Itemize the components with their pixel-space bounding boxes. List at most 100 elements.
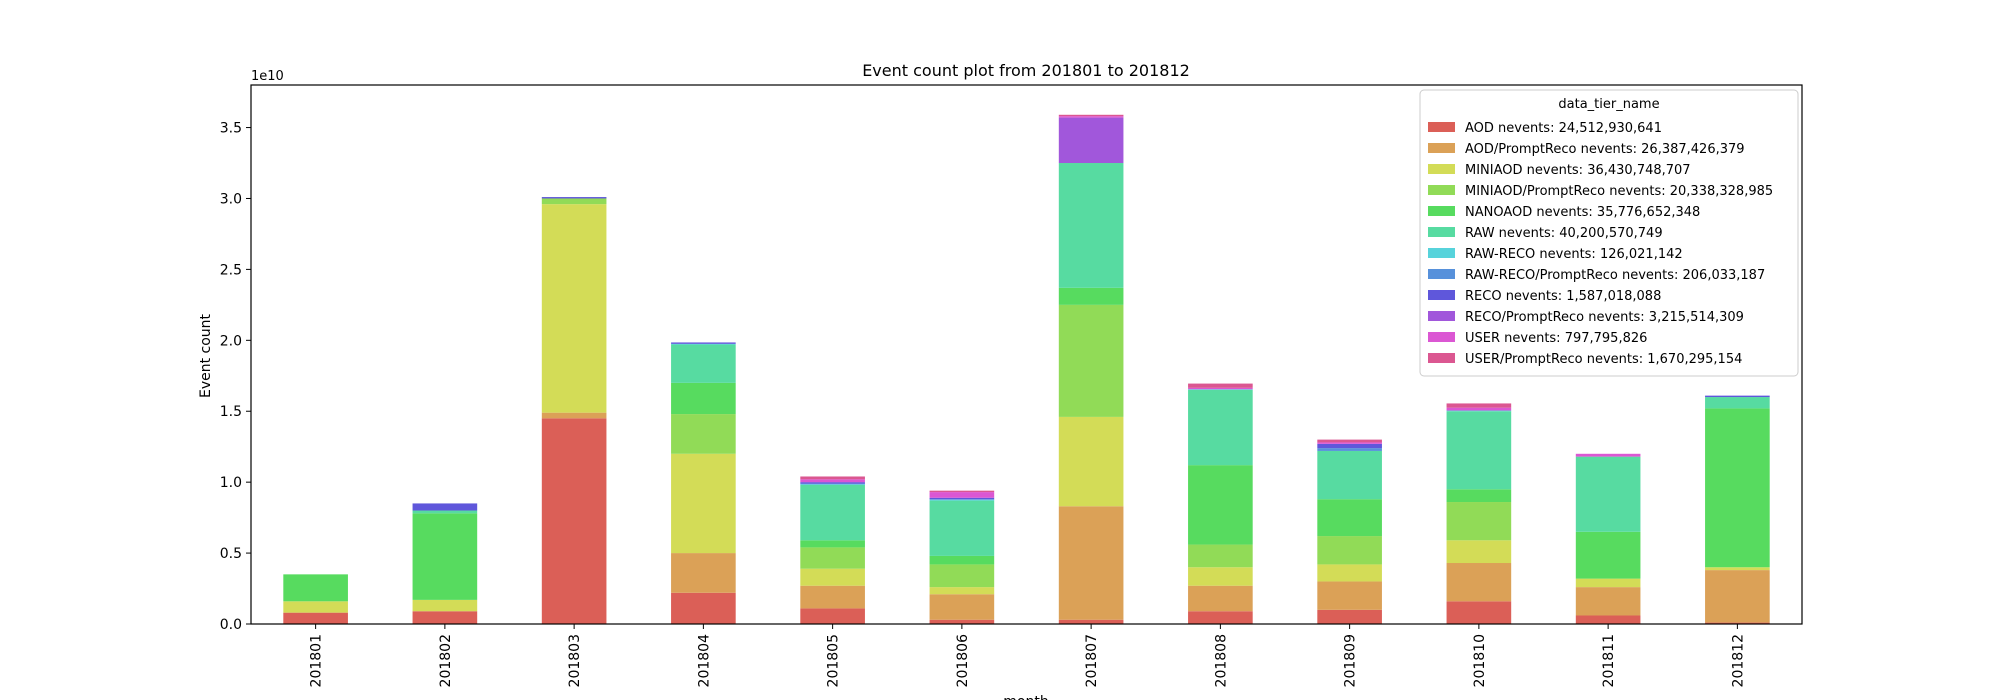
legend-swatch [1428, 227, 1455, 237]
bar-segment-201805-reco [800, 482, 865, 484]
bar-segment-201807-user-promptreco [1058, 114, 1124, 117]
y-axis-scale-label: 1e10 [251, 69, 284, 84]
legend-label: USER/PromptReco nevents: 1,670,295,154 [1465, 352, 1742, 367]
legend-swatch [1428, 290, 1455, 300]
bar-segment-201810-raw [1446, 411, 1512, 490]
bar-segment-201806-miniaod [929, 587, 995, 595]
bar-segment-201812-miniaod [1705, 567, 1770, 571]
bar-segment-201810-aod [1446, 601, 1512, 624]
x-tick-label: 201803 [567, 634, 583, 687]
x-tick-label: 201802 [438, 634, 454, 687]
bar-segment-201804-nanoaod [671, 382, 736, 415]
bar-segment-201807-aod [1058, 619, 1124, 624]
legend-box [1419, 89, 1799, 377]
bar-segment-201808-nanoaod [1188, 465, 1253, 545]
bar-segment-201810-raw-reco [1446, 410, 1512, 412]
bar-segment-201805-nanoaod [800, 540, 865, 548]
bar-segment-201812-reco [1705, 395, 1770, 398]
legend-label: NANOAOD nevents: 35,776,652,348 [1465, 205, 1700, 220]
bar-segment-201811-nanoaod [1575, 531, 1641, 579]
y-tick-label: 3.0 [220, 191, 242, 207]
bar-segment-201807-miniaod [1058, 416, 1124, 507]
legend-label: RAW-RECO nevents: 126,021,142 [1465, 247, 1683, 262]
x-tick-label: 201806 [955, 634, 971, 688]
bar-segment-201809-miniaod-promptreco [1317, 536, 1382, 565]
bar-segment-201805-user [800, 479, 865, 483]
bar-segment-201802-aod [412, 611, 478, 624]
legend-swatch [1428, 206, 1455, 216]
plot-frame [250, 84, 1803, 625]
bar-segment-201801-miniaod [283, 601, 348, 613]
y-tick-label: 0.5 [220, 546, 242, 562]
legend-swatch [1428, 185, 1455, 195]
bar-segment-201808-user-promptreco [1188, 383, 1253, 388]
bar-segment-201803-aod-promptreco [541, 412, 607, 419]
bar-segment-201807-raw [1058, 163, 1124, 288]
legend-label: RECO/PromptReco nevents: 3,215,514,309 [1465, 310, 1744, 325]
bar-segment-201804-aod-promptreco [671, 553, 736, 593]
bar-segment-201811-raw [1575, 456, 1641, 532]
legend-label: RECO nevents: 1,587,018,088 [1465, 289, 1661, 304]
bar-segment-201806-miniaod-promptreco [929, 564, 995, 588]
bar-segment-201812-nanoaod [1705, 408, 1770, 568]
bar-segment-201802-raw [412, 510, 478, 514]
legend-label: RAW nevents: 40,200,570,749 [1465, 226, 1663, 241]
bar-segment-201811-user [1575, 453, 1641, 457]
bar-segment-201803-reco [541, 197, 607, 199]
bar-segment-201812-raw [1705, 397, 1770, 409]
bar-segment-201804-miniaod [671, 453, 736, 554]
bar-segment-201805-aod [800, 608, 865, 624]
x-tick-label: 201807 [1084, 634, 1100, 687]
y-tick-label: 2.5 [220, 262, 242, 278]
bar-segment-201808-miniaod [1188, 567, 1253, 586]
bar-segment-201809-raw [1317, 450, 1382, 500]
bar-segment-201806-nanoaod [929, 555, 995, 565]
bar-segment-201808-user [1188, 387, 1253, 390]
x-axis-label: month [1003, 694, 1048, 700]
bar-segment-201803-aod [541, 418, 607, 624]
bar-segment-201807-nanoaod [1058, 287, 1124, 305]
bar-segment-201808-aod-promptreco [1188, 585, 1253, 612]
bar-segment-201804-reco [671, 342, 736, 344]
x-tick-label: 201810 [1472, 634, 1488, 687]
bar-segment-201806-raw-reco-promptreco [929, 499, 995, 500]
x-tick-label: 201809 [1343, 634, 1359, 687]
legend-label: MINIAOD nevents: 36,430,748,707 [1465, 163, 1691, 178]
bar-segment-201804-aod [671, 592, 736, 624]
chart-title: Event count plot from 201801 to 201812 [862, 61, 1190, 80]
x-tick-label: 201808 [1213, 634, 1229, 687]
bar-segment-201808-raw [1188, 389, 1253, 466]
bar-segment-201804-raw-reco [671, 343, 736, 345]
bar-segment-201806-raw [929, 500, 995, 556]
legend-label: AOD nevents: 24,512,930,641 [1465, 121, 1662, 136]
legend-swatch [1428, 332, 1455, 342]
bar-segment-201807-aod-promptreco [1058, 506, 1124, 620]
bar-segment-201804-miniaod-promptreco [671, 414, 736, 454]
bar-segment-201805-user-promptreco [800, 476, 865, 480]
bar-segment-201809-aod [1317, 609, 1382, 624]
bar-segment-201805-miniaod-promptreco [800, 547, 865, 569]
legend-label: AOD/PromptReco nevents: 26,387,426,379 [1465, 142, 1745, 157]
bar-segment-201810-user [1446, 407, 1512, 411]
bar-segment-201809-miniaod [1317, 564, 1382, 582]
legend-swatch [1428, 164, 1455, 174]
y-tick-label: 1.5 [220, 404, 242, 420]
bar-segment-201810-user-promptreco [1446, 403, 1512, 408]
legend-swatch [1428, 269, 1455, 279]
y-tick-label: 0.0 [220, 617, 242, 633]
bar-segment-201804-raw [671, 344, 736, 383]
bar-segment-201807-user [1058, 116, 1124, 118]
bar-segment-201806-user [929, 492, 995, 498]
y-tick-label: 2.0 [220, 333, 242, 349]
y-tick-label: 3.5 [220, 121, 242, 137]
bar-segment-201810-nanoaod [1446, 489, 1512, 503]
legend-title: data_tier_name [1558, 97, 1659, 112]
bar-segment-201809-user-promptreco [1317, 439, 1382, 443]
bar-segment-201808-aod [1188, 611, 1253, 624]
bar-segment-201805-raw-reco-promptreco [800, 483, 865, 485]
bar-segment-201806-reco [929, 497, 995, 500]
bar-segment-201806-raw-reco [929, 499, 995, 501]
bar-segment-201801-aod [283, 612, 348, 624]
bar-segment-201805-miniaod [800, 568, 865, 586]
